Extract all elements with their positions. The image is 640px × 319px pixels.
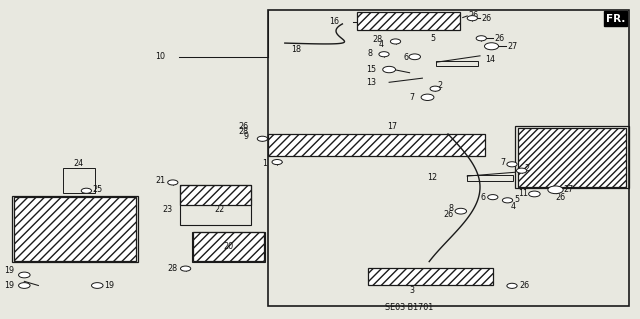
Bar bbox=[14, 197, 136, 261]
Text: 6: 6 bbox=[480, 193, 485, 202]
Circle shape bbox=[455, 208, 467, 214]
Bar bbox=[368, 268, 493, 285]
Text: 26: 26 bbox=[443, 210, 453, 219]
Circle shape bbox=[516, 168, 527, 173]
Circle shape bbox=[507, 162, 517, 167]
Circle shape bbox=[430, 86, 440, 91]
Text: 19: 19 bbox=[4, 281, 14, 290]
Text: 11: 11 bbox=[518, 189, 528, 198]
Bar bbox=[192, 232, 265, 262]
Text: 19: 19 bbox=[4, 266, 14, 275]
Text: 2: 2 bbox=[438, 81, 443, 90]
Text: 1: 1 bbox=[262, 159, 268, 168]
Text: 18: 18 bbox=[291, 45, 301, 54]
Bar bbox=[436, 61, 478, 66]
Text: 21: 21 bbox=[155, 176, 165, 185]
Bar bbox=[63, 168, 95, 193]
Bar bbox=[268, 10, 629, 306]
Text: 28: 28 bbox=[372, 35, 383, 44]
Text: 3: 3 bbox=[409, 286, 414, 295]
Text: 26: 26 bbox=[468, 11, 479, 20]
Bar bbox=[180, 185, 251, 205]
Circle shape bbox=[488, 195, 498, 200]
Circle shape bbox=[272, 160, 282, 165]
Circle shape bbox=[467, 16, 477, 21]
Text: 26: 26 bbox=[494, 34, 504, 43]
Circle shape bbox=[409, 54, 420, 60]
Text: 17: 17 bbox=[387, 122, 397, 131]
Text: 2: 2 bbox=[525, 164, 530, 173]
Text: 22: 22 bbox=[214, 205, 225, 214]
Bar bbox=[180, 185, 251, 225]
Text: 26: 26 bbox=[556, 193, 566, 202]
Text: 23: 23 bbox=[163, 205, 173, 214]
Circle shape bbox=[548, 186, 563, 194]
Circle shape bbox=[529, 191, 540, 197]
Text: 5: 5 bbox=[430, 34, 435, 43]
Bar bbox=[268, 134, 485, 156]
Circle shape bbox=[502, 198, 513, 203]
Text: 10: 10 bbox=[155, 52, 165, 61]
Circle shape bbox=[92, 283, 103, 288]
Text: 26: 26 bbox=[238, 122, 248, 130]
Text: 25: 25 bbox=[93, 185, 103, 194]
Text: 4: 4 bbox=[379, 40, 384, 48]
Circle shape bbox=[168, 180, 178, 185]
Text: SE03 B1701: SE03 B1701 bbox=[385, 303, 434, 312]
Bar bbox=[193, 232, 264, 261]
Bar bbox=[518, 128, 626, 187]
Circle shape bbox=[257, 136, 268, 141]
Bar bbox=[515, 126, 629, 188]
Circle shape bbox=[81, 188, 92, 193]
Text: 14: 14 bbox=[485, 55, 495, 63]
Circle shape bbox=[484, 43, 499, 50]
Circle shape bbox=[476, 36, 486, 41]
Text: 19: 19 bbox=[104, 281, 114, 290]
Text: 26: 26 bbox=[481, 14, 492, 23]
Text: 16: 16 bbox=[329, 17, 339, 26]
Text: 7: 7 bbox=[500, 158, 506, 167]
Circle shape bbox=[507, 283, 517, 288]
Text: 28: 28 bbox=[238, 127, 248, 136]
Circle shape bbox=[421, 94, 434, 100]
Circle shape bbox=[379, 52, 389, 57]
Text: 13: 13 bbox=[366, 78, 376, 87]
Circle shape bbox=[383, 66, 396, 73]
Text: FR.: FR. bbox=[606, 13, 625, 24]
Text: 27: 27 bbox=[507, 42, 517, 51]
Circle shape bbox=[390, 39, 401, 44]
Text: 4: 4 bbox=[511, 202, 516, 211]
Text: 28: 28 bbox=[168, 264, 178, 273]
Text: 24: 24 bbox=[73, 159, 83, 168]
Text: 27: 27 bbox=[563, 185, 573, 194]
Bar bbox=[467, 175, 513, 181]
Text: 15: 15 bbox=[366, 65, 376, 74]
Text: 6: 6 bbox=[403, 53, 408, 62]
Text: 9: 9 bbox=[243, 132, 248, 141]
Bar bbox=[12, 196, 138, 262]
Text: 20: 20 bbox=[223, 242, 234, 251]
Text: 5: 5 bbox=[514, 195, 519, 204]
Text: 8: 8 bbox=[367, 49, 372, 58]
Text: 8: 8 bbox=[448, 204, 453, 213]
Circle shape bbox=[19, 283, 30, 288]
Text: 26: 26 bbox=[520, 281, 530, 290]
Bar bbox=[357, 12, 460, 30]
Text: 12: 12 bbox=[428, 173, 438, 182]
Circle shape bbox=[180, 266, 191, 271]
Text: 7: 7 bbox=[410, 93, 415, 102]
Circle shape bbox=[19, 272, 30, 278]
